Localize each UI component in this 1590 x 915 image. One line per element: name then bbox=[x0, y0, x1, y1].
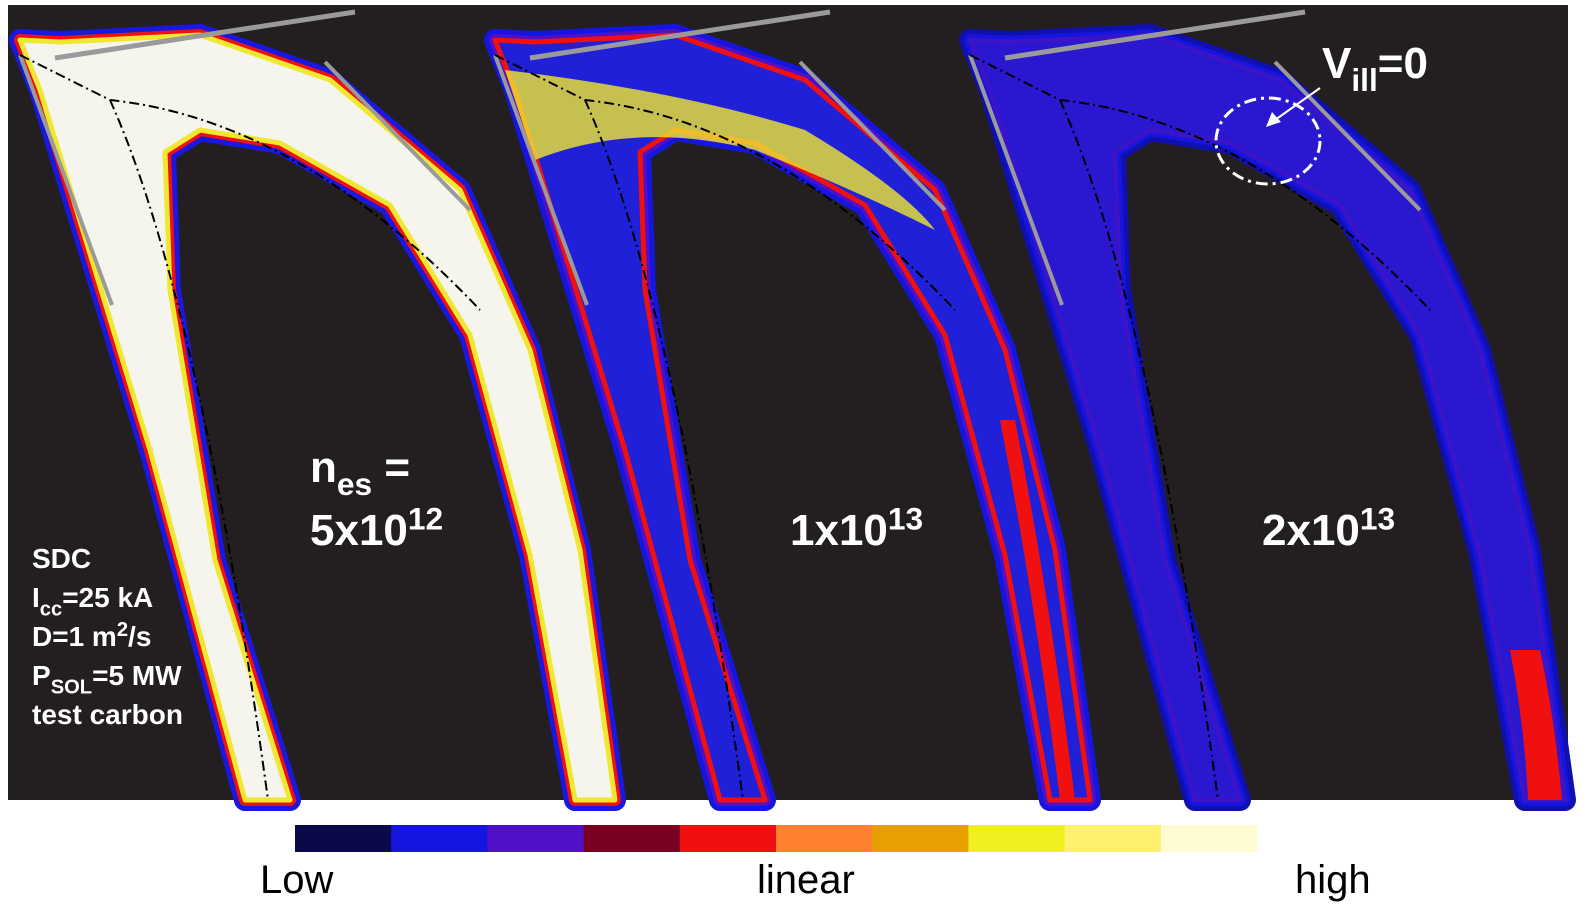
supscript: 13 bbox=[1360, 501, 1395, 537]
text: /s bbox=[128, 621, 151, 652]
text: SDC bbox=[32, 543, 91, 574]
label: SDC bbox=[32, 543, 91, 574]
text: 1x10 bbox=[790, 506, 888, 555]
text: =5 MW bbox=[92, 660, 182, 691]
label: D=1 m2/s bbox=[32, 619, 151, 652]
text: 5x10 bbox=[310, 506, 408, 555]
text: V bbox=[1322, 39, 1352, 88]
colorbar-label: Low bbox=[260, 858, 333, 902]
text: test carbon bbox=[32, 699, 183, 730]
label: test carbon bbox=[32, 699, 183, 730]
colorbar-swatch bbox=[487, 825, 584, 852]
supscript: 13 bbox=[888, 501, 923, 537]
text: 2x10 bbox=[1262, 506, 1360, 555]
text: n bbox=[310, 443, 337, 492]
supscript: 12 bbox=[408, 501, 443, 537]
colorbar-label: high bbox=[1295, 858, 1371, 902]
colorbar-swatch bbox=[391, 825, 488, 852]
colorbar-swatch bbox=[584, 825, 681, 852]
subscript: SOL bbox=[51, 676, 92, 698]
page: { "parameters": [ [{"text": "SDC"}], [{"… bbox=[0, 0, 1590, 915]
supscript: 2 bbox=[117, 619, 128, 641]
text: =25 kA bbox=[62, 582, 153, 613]
subscript: cc bbox=[40, 598, 62, 620]
colorbar-swatch bbox=[295, 825, 392, 852]
colorbar-swatch bbox=[1161, 825, 1258, 852]
colorbar-swatch bbox=[680, 825, 777, 852]
colorbar-swatch bbox=[1065, 825, 1162, 852]
subscript: es bbox=[337, 466, 372, 502]
colorbar-swatch bbox=[968, 825, 1065, 852]
colorbar-swatch bbox=[776, 825, 873, 852]
text: D=1 m bbox=[32, 621, 117, 652]
colorbar-label: linear bbox=[757, 858, 855, 902]
colorbar-swatch bbox=[872, 825, 969, 852]
text: I bbox=[32, 582, 40, 613]
figure: SDC Icc=25 kA D=1 m2/s PSOL=5 MW test carbon… bbox=[0, 0, 1590, 915]
text: P bbox=[32, 660, 51, 691]
text: =0 bbox=[1378, 39, 1428, 88]
text: = bbox=[372, 443, 410, 492]
subscript: ill bbox=[1351, 62, 1377, 98]
